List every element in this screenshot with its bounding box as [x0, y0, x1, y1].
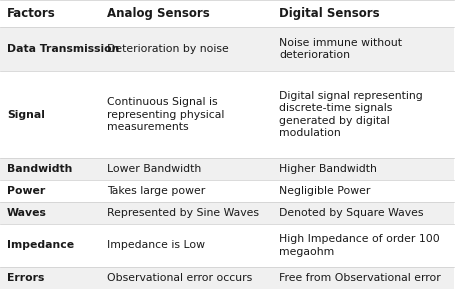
Text: Continuous Signal is
representing physical
measurements: Continuous Signal is representing physic… — [107, 97, 224, 132]
Bar — [0, 267, 454, 289]
Text: Data Transmission: Data Transmission — [7, 44, 119, 54]
Bar — [0, 202, 454, 224]
Text: Represented by Sine Waves: Represented by Sine Waves — [107, 208, 259, 218]
Text: Higher Bandwidth: Higher Bandwidth — [279, 164, 377, 174]
Bar — [0, 0, 454, 27]
Text: Deterioration by noise: Deterioration by noise — [107, 44, 228, 54]
Text: Analog Sensors: Analog Sensors — [107, 7, 210, 20]
Text: Takes large power: Takes large power — [107, 186, 205, 196]
Text: Observational error occurs: Observational error occurs — [107, 273, 252, 283]
Text: Digital signal representing
discrete-time signals
generated by digital
modulatio: Digital signal representing discrete-tim… — [279, 91, 423, 138]
Bar — [0, 224, 454, 267]
Bar — [0, 71, 454, 158]
Text: Waves: Waves — [7, 208, 46, 218]
Text: Digital Sensors: Digital Sensors — [279, 7, 380, 20]
Text: Factors: Factors — [7, 7, 55, 20]
Text: Free from Observational error: Free from Observational error — [279, 273, 441, 283]
Text: Signal: Signal — [7, 110, 45, 120]
Text: Power: Power — [7, 186, 45, 196]
Text: Denoted by Square Waves: Denoted by Square Waves — [279, 208, 423, 218]
Bar — [0, 180, 454, 202]
Text: Errors: Errors — [7, 273, 44, 283]
Text: Lower Bandwidth: Lower Bandwidth — [107, 164, 201, 174]
Bar — [0, 158, 454, 180]
Text: Impedance: Impedance — [7, 240, 74, 250]
Bar — [0, 27, 454, 71]
Text: Bandwidth: Bandwidth — [7, 164, 72, 174]
Text: High Impedance of order 100
megaohm: High Impedance of order 100 megaohm — [279, 234, 440, 257]
Text: Negligible Power: Negligible Power — [279, 186, 370, 196]
Text: Noise immune without
deterioration: Noise immune without deterioration — [279, 38, 402, 60]
Text: Impedance is Low: Impedance is Low — [107, 240, 205, 250]
